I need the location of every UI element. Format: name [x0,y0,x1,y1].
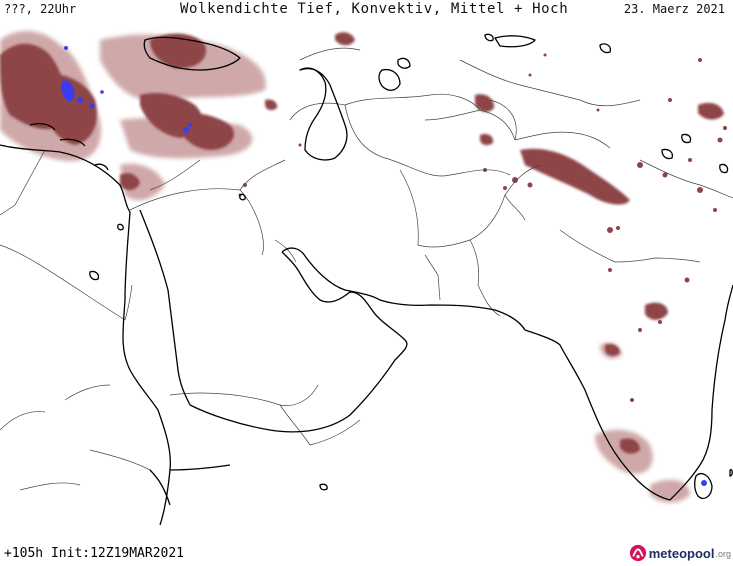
cloud-cover-layer [0,30,727,503]
meteopool-brand[interactable]: meteopool .org [629,542,731,564]
map-title: Wolkendichte Tief, Konvektiv, Mittel + H… [180,1,569,17]
forecast-date-label: 23. Maerz 2021 [623,2,725,16]
model-run-info: +105h Init:12Z19MAR2021 [4,546,185,561]
cloud-density-map [0,30,733,526]
brand-tld: .org [715,549,731,559]
cloud-light-areas [0,30,690,503]
coastlines [0,33,733,526]
meteopool-logo-icon [629,544,646,562]
cloud-dense-areas [0,32,724,454]
forecast-time-label: ???, 22Uhr [4,2,77,16]
cloud-scattered-cells [238,53,727,402]
country-borders [0,47,733,491]
brand-name: meteopool [648,545,715,561]
cloud-peak-cells [61,46,707,486]
